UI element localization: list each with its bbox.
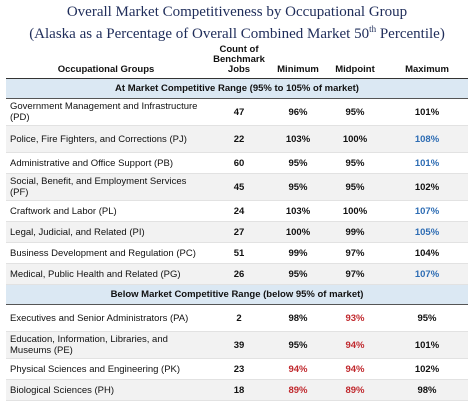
value-cell: 2 [206,304,272,332]
value-cell: 101% [386,152,468,174]
value-cell: 24 [206,200,272,222]
value-cell: 104% [386,242,468,264]
value-cell: 98% [272,304,324,332]
value-cell: 18 [206,379,272,401]
table-row: Executives and Senior Administrators (PA… [6,304,468,332]
table-row: Police, Fire Fighters, and Corrections (… [6,125,468,153]
value-cell: 107% [386,200,468,222]
group-name: Legal, Judicial, and Related (PI) [6,221,206,243]
value-cell: 51 [206,242,272,264]
value-cell: 95% [272,173,324,201]
value-cell: 22 [206,125,272,153]
value-cell: 94% [272,358,324,380]
title: Overall Market Competitiveness by Occupa… [66,4,408,20]
group-name: Social, Benefit, and Employment Services… [6,173,206,201]
table-row: Government Management and Infrastructure… [6,98,468,126]
subtitle-sup: th [369,24,377,34]
value-cell: 95% [324,173,386,201]
value-cell: 39 [206,331,272,359]
group-name: Education, Information, Libraries, and M… [6,331,206,359]
table-row: Administrative and Office Support (PB) 60… [6,152,468,174]
value-cell: 95% [272,152,324,174]
table-row: Craftwork and Labor (PL) 24 103% 100% 107% [6,200,468,222]
group-name: Police, Fire Fighters, and Corrections (… [6,125,206,153]
value-cell: 108% [386,125,468,153]
header-row: Occupational Groups Count of Benchmark Jo… [6,44,468,79]
value-cell: 102% [386,173,468,201]
value-cell: 100% [324,125,386,153]
column-header: Count of Benchmark Jobs [206,44,272,79]
value-cell: 94% [324,331,386,359]
group-name: Medical, Public Health and Related (PG) [6,263,206,285]
section-row: Below Market Competitive Range (below 95… [6,284,468,305]
value-cell: 101% [386,98,468,126]
value-cell: 100% [324,200,386,222]
value-cell: 95% [324,152,386,174]
value-cell: 97% [324,263,386,285]
value-cell: 95% [386,304,468,332]
column-header: Maximum [386,44,468,79]
subtitle-text: Percentile) [376,26,445,42]
value-cell: 99% [324,221,386,243]
value-cell: 97% [324,242,386,264]
value-cell: 93% [324,304,386,332]
value-cell: 96% [272,98,324,126]
value-cell: 103% [272,200,324,222]
group-name: Government Management and Infrastructure… [6,98,206,126]
value-cell: 27 [206,221,272,243]
section-title: Below Market Competitive Range (below 95… [6,284,468,305]
subtitle: (Alaska as a Percentage of Overall Combi… [0,21,474,43]
table-row: Physical Sciences and Engineering (PK) 23… [6,358,468,380]
section-row: At Market Competitive Range (95% to 105%… [6,78,468,99]
group-name: Biological Sciences (PH) [6,379,206,401]
value-cell: 101% [386,331,468,359]
value-cell: 89% [272,379,324,401]
value-cell: 89% [324,379,386,401]
value-cell: 45 [206,173,272,201]
subtitle-text: (Alaska as a Percentage of Overall Combi… [29,26,370,42]
group-name: Administrative and Office Support (PB) [6,152,206,174]
group-name: Craftwork and Labor (PL) [6,200,206,222]
group-name: Business Development and Regulation (PC) [6,242,206,264]
value-cell: 102% [386,358,468,380]
table-row: Legal, Judicial, and Related (PI) 27 100% 9… [6,221,468,243]
section-title: At Market Competitive Range (95% to 105%… [6,78,468,99]
value-cell: 23 [206,358,272,380]
value-cell: 107% [386,263,468,285]
table: Occupational Groups Count of Benchmark Jo… [6,44,468,401]
value-cell: 94% [324,358,386,380]
value-cell: 98% [386,379,468,401]
table-row: Business Development and Regulation (PC)… [6,242,468,264]
value-cell: 47 [206,98,272,126]
value-cell: 99% [272,242,324,264]
table-row: Biological Sciences (PH) 18 89% 89% 98% [6,379,468,401]
value-cell: 95% [324,98,386,126]
group-name: Physical Sciences and Engineering (PK) [6,358,206,380]
table-row: Social, Benefit, and Employment Services… [6,173,468,201]
value-cell: 105% [386,221,468,243]
group-name: Executives and Senior Administrators (PA… [6,304,206,332]
column-header: Occupational Groups [6,44,206,79]
column-header: Minimum [272,44,324,79]
table-row: Medical, Public Health and Related (PG) 2… [6,263,468,285]
value-cell: 95% [272,263,324,285]
value-cell: 26 [206,263,272,285]
value-cell: 100% [272,221,324,243]
table-row: Education, Information, Libraries, and M… [6,331,468,359]
value-cell: 95% [272,331,324,359]
value-cell: 60 [206,152,272,174]
value-cell: 103% [272,125,324,153]
column-header: Midpoint [324,44,386,79]
